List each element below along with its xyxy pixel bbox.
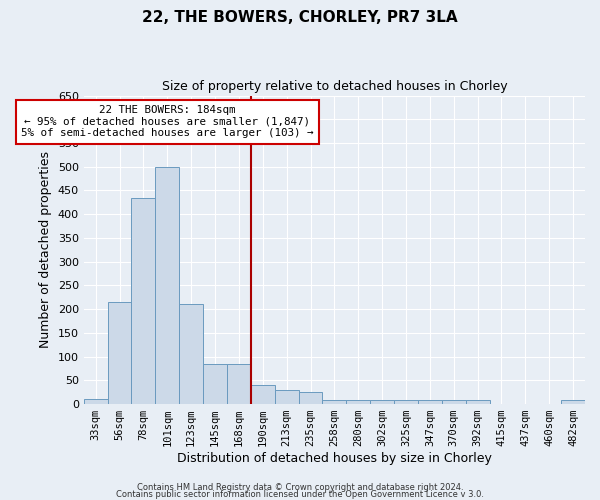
Bar xyxy=(466,400,490,404)
Bar xyxy=(322,400,346,404)
Bar xyxy=(275,390,299,404)
Bar xyxy=(155,167,179,404)
Bar xyxy=(251,385,275,404)
Text: 22 THE BOWERS: 184sqm
← 95% of detached houses are smaller (1,847)
5% of semi-de: 22 THE BOWERS: 184sqm ← 95% of detached … xyxy=(21,105,314,138)
Bar xyxy=(179,304,203,404)
Bar xyxy=(227,364,251,404)
Text: Contains public sector information licensed under the Open Government Licence v : Contains public sector information licen… xyxy=(116,490,484,499)
Bar xyxy=(131,198,155,404)
Bar xyxy=(561,400,585,404)
Title: Size of property relative to detached houses in Chorley: Size of property relative to detached ho… xyxy=(161,80,507,93)
Text: 22, THE BOWERS, CHORLEY, PR7 3LA: 22, THE BOWERS, CHORLEY, PR7 3LA xyxy=(142,10,458,25)
Bar xyxy=(84,400,107,404)
Bar xyxy=(203,364,227,404)
Y-axis label: Number of detached properties: Number of detached properties xyxy=(39,152,52,348)
Bar xyxy=(107,302,131,404)
Bar xyxy=(299,392,322,404)
Text: Contains HM Land Registry data © Crown copyright and database right 2024.: Contains HM Land Registry data © Crown c… xyxy=(137,484,463,492)
Bar xyxy=(370,400,394,404)
X-axis label: Distribution of detached houses by size in Chorley: Distribution of detached houses by size … xyxy=(177,452,492,465)
Bar xyxy=(394,400,418,404)
Bar xyxy=(418,400,442,404)
Bar xyxy=(442,400,466,404)
Bar xyxy=(346,400,370,404)
